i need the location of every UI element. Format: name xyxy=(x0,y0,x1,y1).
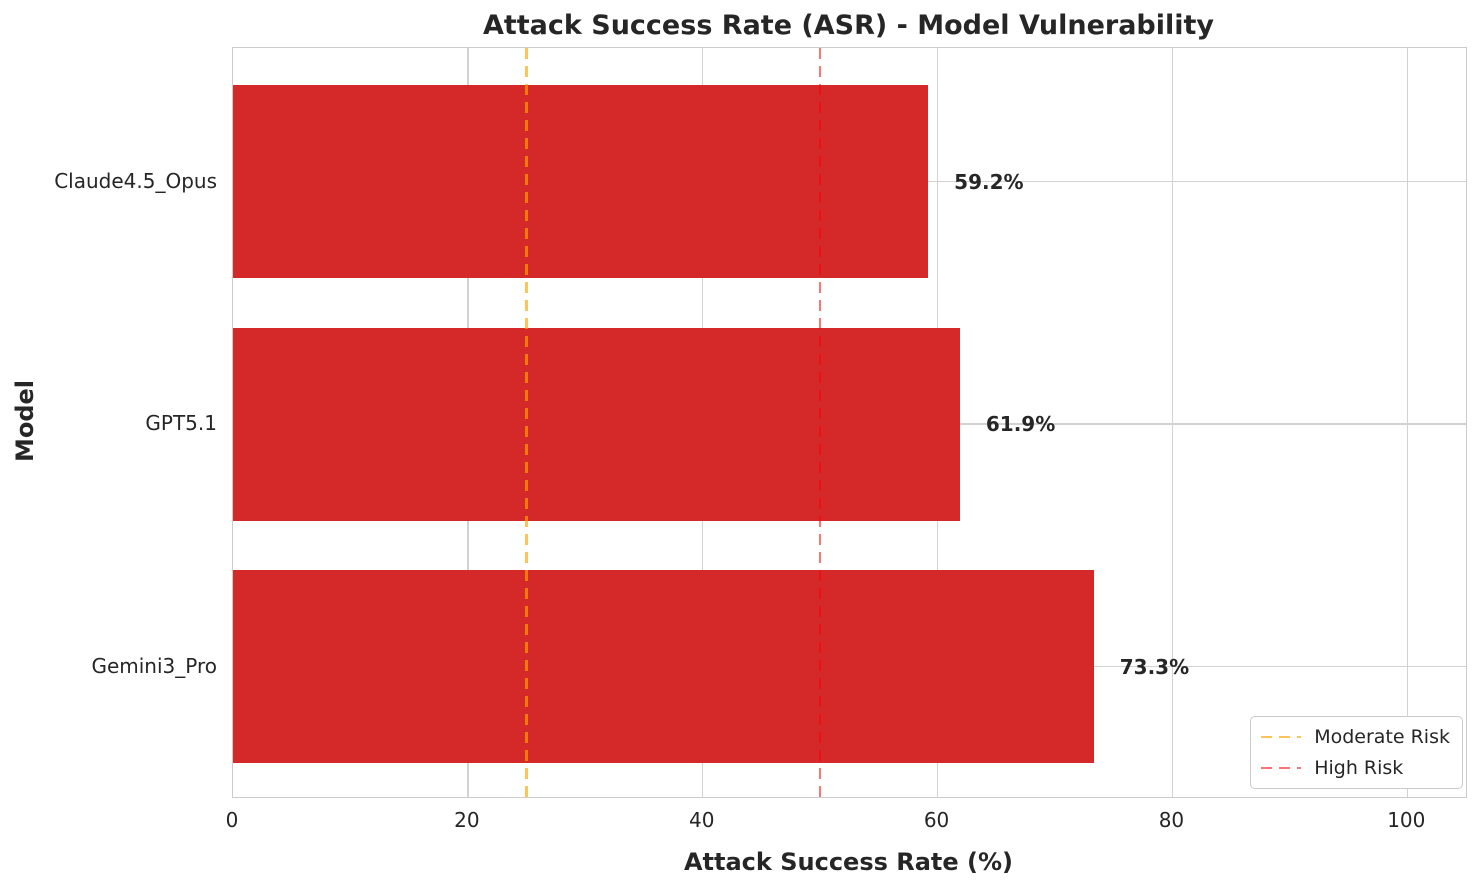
legend-item: Moderate Risk xyxy=(1261,726,1450,748)
threshold-line xyxy=(818,48,822,797)
legend-label: High Risk xyxy=(1314,757,1404,779)
x-tick-label: 80 xyxy=(1158,808,1185,832)
x-tick-label: 40 xyxy=(688,808,715,832)
x-tick-label: 60 xyxy=(923,808,950,832)
bar xyxy=(233,327,960,521)
bar xyxy=(233,85,929,278)
legend-item: High Risk xyxy=(1261,757,1450,779)
threshold-line xyxy=(525,48,528,797)
bar xyxy=(233,570,1094,763)
x-gridline xyxy=(1406,48,1409,797)
legend: Moderate Risk High Risk xyxy=(1250,716,1463,789)
x-tick-label: 20 xyxy=(454,808,480,832)
legend-label: Moderate Risk xyxy=(1314,726,1450,748)
legend-dash-sample xyxy=(1261,766,1302,770)
y-tick-label: Claude4.5_Opus xyxy=(54,168,217,193)
chart-title: Attack Success Rate (ASR) - Model Vulner… xyxy=(482,10,1215,41)
x-tick-label: 100 xyxy=(1387,808,1426,832)
y-tick-label: Gemini3_Pro xyxy=(91,653,217,678)
y-tick-label: GPT5.1 xyxy=(145,411,217,435)
bar-value-label: 73.3% xyxy=(1119,654,1190,679)
x-tick-label: 0 xyxy=(225,808,239,832)
legend-dash-sample xyxy=(1261,735,1302,739)
plot-area: 59.2% 61.9% 73.3% Moderate Risk High Risk xyxy=(232,47,1467,798)
bar-value-label: 59.2% xyxy=(954,169,1024,194)
x-axis-label: Attack Success Rate (%) xyxy=(683,848,1014,876)
bar-value-label: 61.9% xyxy=(985,412,1056,436)
x-gridline xyxy=(1171,48,1174,797)
